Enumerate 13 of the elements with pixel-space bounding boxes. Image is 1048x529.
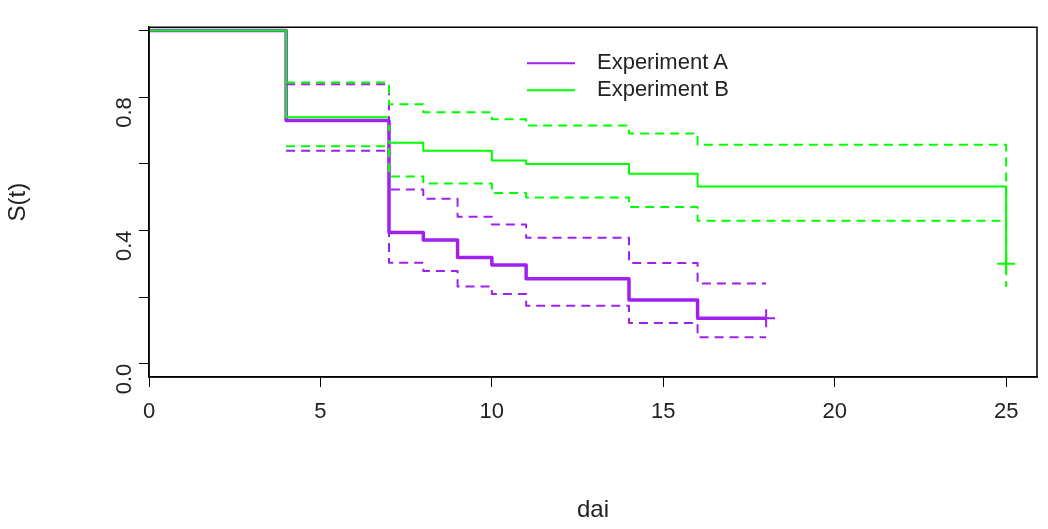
legend-label: Experiment B <box>596 76 730 102</box>
x-axis-title: dai <box>576 495 610 523</box>
y-axis-title: S(t) <box>3 182 31 222</box>
x-tick-label: 0 <box>142 398 156 424</box>
x-tick-label: 25 <box>993 398 1019 424</box>
y-tick-label: 0.8 <box>111 97 137 128</box>
y-tick-label: 0.4 <box>111 230 137 262</box>
x-tick-label: 20 <box>822 398 847 424</box>
y-tick-label: 0.0 <box>111 363 137 395</box>
legend-label: Experiment A <box>596 49 729 75</box>
x-tick-label: 15 <box>651 398 676 424</box>
x-tick-label: 10 <box>479 398 505 424</box>
x-tick-label: 5 <box>314 398 327 424</box>
